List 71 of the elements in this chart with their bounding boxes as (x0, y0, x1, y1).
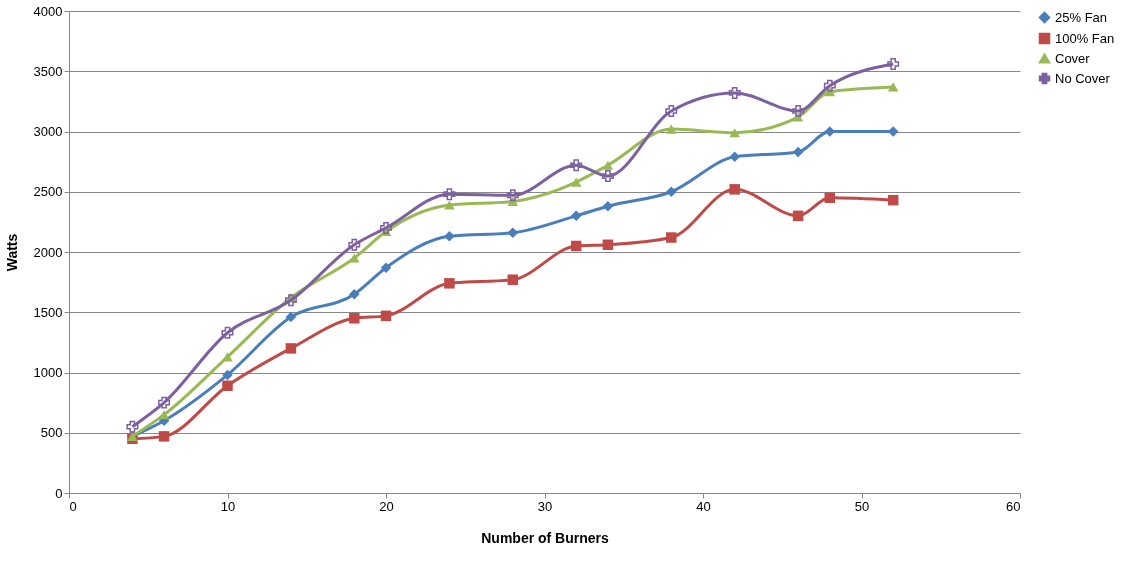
point (126, 420, 139, 433)
y-tick-label: 2000 (33, 244, 63, 260)
point (348, 238, 361, 251)
point (506, 189, 519, 202)
point (222, 380, 233, 391)
point (349, 253, 360, 263)
point (887, 82, 899, 92)
point (570, 177, 582, 187)
point (284, 294, 297, 307)
x-tick-label: 10 (220, 498, 236, 514)
point (729, 151, 740, 163)
point (570, 210, 582, 222)
x-tick-label: 40 (696, 498, 711, 514)
point (349, 288, 360, 300)
point (380, 310, 392, 322)
point (444, 200, 455, 210)
x-tick-label: 50 (854, 498, 870, 514)
point (158, 410, 170, 420)
point (380, 221, 392, 234)
y-axis-title: Watts (3, 233, 20, 272)
x-tick-label: 30 (537, 498, 553, 514)
point (823, 79, 836, 92)
point (443, 188, 456, 201)
y-tick-label: 500 (40, 425, 63, 441)
point (349, 313, 360, 324)
point (158, 431, 170, 442)
point (222, 369, 233, 381)
point (729, 184, 740, 195)
point (570, 240, 582, 252)
point (222, 352, 233, 362)
point (729, 128, 740, 138)
legend-label: 25% Fan (1055, 9, 1108, 25)
point (444, 278, 455, 289)
point (285, 311, 297, 323)
point (507, 227, 519, 238)
point (665, 105, 678, 118)
y-tick-label: 0 (55, 485, 63, 501)
point (221, 326, 234, 339)
y-tick-label: 4000 (33, 3, 63, 19)
y-tick-label: 1000 (33, 365, 63, 380)
y-tick-label: 1500 (33, 304, 63, 320)
point (507, 274, 519, 285)
legend-label: Cover (1055, 50, 1091, 66)
point (380, 262, 392, 273)
point (666, 232, 677, 243)
point (666, 186, 677, 197)
point (285, 343, 297, 354)
point (601, 170, 614, 183)
y-tick-label: 2500 (33, 184, 63, 200)
point (728, 86, 741, 99)
y-tick-label: 3000 (33, 124, 63, 139)
legend-label: 100% Fan (1055, 30, 1115, 46)
x-axis-title: Number of Burners (481, 529, 609, 546)
point (158, 396, 171, 409)
point (602, 200, 614, 212)
point (570, 159, 583, 172)
point (824, 192, 836, 204)
point (602, 239, 614, 251)
legend-label: No Cover (1055, 70, 1111, 86)
point (792, 146, 804, 158)
y-tick-label: 3500 (33, 63, 63, 79)
point (887, 194, 899, 206)
point (444, 231, 455, 242)
x-tick-label: 60 (1006, 498, 1021, 514)
point (666, 124, 677, 134)
point (792, 210, 804, 222)
point (887, 58, 900, 71)
x-tick-label: 0 (69, 498, 77, 514)
x-tick-label: 20 (379, 498, 394, 514)
point (792, 105, 805, 118)
point (602, 160, 614, 170)
